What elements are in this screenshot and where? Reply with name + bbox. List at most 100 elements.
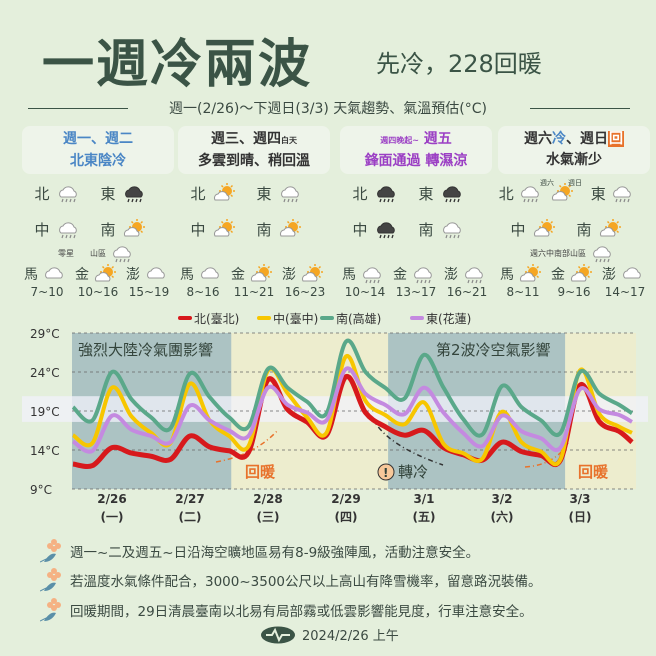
island-item: 馬 10~14 [340,264,390,299]
cloud-icon [198,264,222,284]
island-item: 馬 8~16 [178,264,228,299]
region-row: 北東 [498,176,650,210]
column-header: 週一、週二 北東陰冷 [22,126,174,174]
islands-row: 馬 7~10 金 10~16 澎 15~19 [22,264,174,299]
island-name: 澎 [602,267,616,283]
cloud-rain-icon [518,183,542,203]
temperature-chart: 29°C 24°C 19°C 14°C 9°C 2/26 (一) 2/27 (二) 2/28 (三)… [22,311,648,524]
forecast-column: 週一、週二 北東陰冷 北東中南零星 山區馬 7~10 金 10~16 澎 15~19 [22,126,174,299]
x-tick-date: 2/27 [175,492,204,506]
x-tick-date: 3/3 [569,492,590,506]
forecast-column: 週六冷、週日回 水氣漸少 週六 週日北東中南週六中南部山區馬 8~11 金 9~16 澎 14… [498,126,650,299]
legend-label: 南(高雄) [336,311,381,326]
flower-icon [39,538,62,564]
y-tick-label: 14°C [30,444,60,458]
x-tick-day: (五) [413,510,436,524]
header-line1: 週三、週四 [211,131,281,147]
island-temp: 10~16 [77,285,119,299]
sat-label: 週六 [540,179,554,187]
island-name: 馬 [342,267,356,283]
annotation-cold-wave-2: 第2波冷空氣影響 [436,341,551,359]
cooling-arrow [371,416,444,466]
island-name: 金 [551,267,565,283]
header-small: 週四晚起~ [380,136,419,145]
sun-cloud-icon [212,183,236,203]
note-label: 週六中南部山區 [530,248,586,258]
header-line1: 週一、週二 [63,131,133,147]
cloud-icon [42,264,66,284]
region-label: 中 [34,220,50,239]
legend-label: 東(花蓮) [426,311,471,326]
island-temp: 13~17 [395,285,437,299]
x-tick-day: (六) [491,509,514,524]
cloud-rain-icon [56,183,80,203]
sun-cloud-icon [93,264,117,284]
header-line2: 北東陰冷 [70,153,126,169]
island-name: 馬 [500,267,514,283]
region-label: 北 [34,184,50,203]
region-label: 北 [498,184,514,203]
cloud-rain-icon [590,243,614,263]
legend-swatch [320,316,334,320]
note-2: 若溫度水氣條件配合，3000~3500公尺以上高山有降雪機率，留意路況裝備。 [39,567,542,593]
y-tick-label: 9°C [30,483,52,497]
footer: 2024/2/26 上午 [260,625,399,644]
annotation-warming: 回暖 [578,463,609,481]
header-line2: 多雲到晴、稍回溫 [198,153,310,169]
island-temp: 9~16 [557,285,591,299]
region-row: 北東 [22,176,174,210]
issue-date: 2024/2/26 上午 [302,629,399,644]
sun-cloud-icon [569,264,593,284]
island-item: 澎 16~23 [280,264,330,299]
island-name: 澎 [282,267,296,283]
island-temp: 10~14 [344,285,386,299]
island-item: 金 9~16 [549,264,599,299]
dark-cloud-rain-icon [374,183,398,203]
cloud-rain-icon [110,243,134,263]
y-tick-label: 24°C [30,366,60,380]
region-notes [178,246,330,260]
dark-cloud-rain-icon [440,183,464,203]
dark-cloud-rain-icon [374,219,398,239]
region-notes [340,246,492,260]
sun-cloud-icon [598,219,622,239]
header-text: 、週日 [566,131,608,147]
warning-icon [377,463,395,481]
sun-cloud-icon [249,264,273,284]
divider [28,108,128,109]
sun-cloud-icon [122,219,146,239]
x-tick-date: 3/1 [413,492,434,506]
header-small: 白天 [281,136,297,145]
region-label: 北 [190,184,206,203]
sun-label: 週日 [568,179,582,187]
note-3: 回暖期間，29日清晨臺南以北易有局部霧或低雲影響能見度，行車注意安全。 [39,597,533,623]
annotation-warming: 回暖 [245,463,276,481]
islands-row: 馬 8~11 金 9~16 澎 14~17 [498,264,650,299]
note-label: 山區 [90,248,106,258]
x-tick-day: (二) [179,510,202,524]
region-label: 中 [352,220,368,239]
cloud-rain-icon [610,183,634,203]
sun-cloud-icon [300,264,324,284]
island-temp: 15~19 [128,285,170,299]
x-tick-date: 2/29 [331,492,360,506]
forecast-column: 週三、週四白天 多雲到晴、稍回溫 北東中南馬 8~16 金 11~21 澎 16~23 [178,126,330,299]
flower-icon [39,567,62,593]
region-label: 南 [418,220,434,239]
cloud-icon [144,264,168,284]
island-temp: 14~17 [604,285,646,299]
cloud-rain-icon [411,264,435,284]
note-text: 回暖期間，29日清晨臺南以北易有局部霧或低雲影響能見度，行車注意安全。 [70,604,533,620]
region-row: 中南 [22,212,174,246]
island-item: 澎 15~19 [124,264,174,299]
legend-label: 中(臺中) [273,311,318,326]
x-tick-day: (日) [569,510,592,524]
region-label: 東 [256,184,272,203]
x-tick-day: (四) [335,510,358,524]
legend-swatch [257,316,271,320]
page-subtitle: 先冷，228回暖 [376,50,542,78]
x-tick-date: 2/26 [97,492,126,506]
region-label: 南 [576,220,592,239]
cloud-rain-icon [56,219,80,239]
sun-cloud-icon [518,264,542,284]
